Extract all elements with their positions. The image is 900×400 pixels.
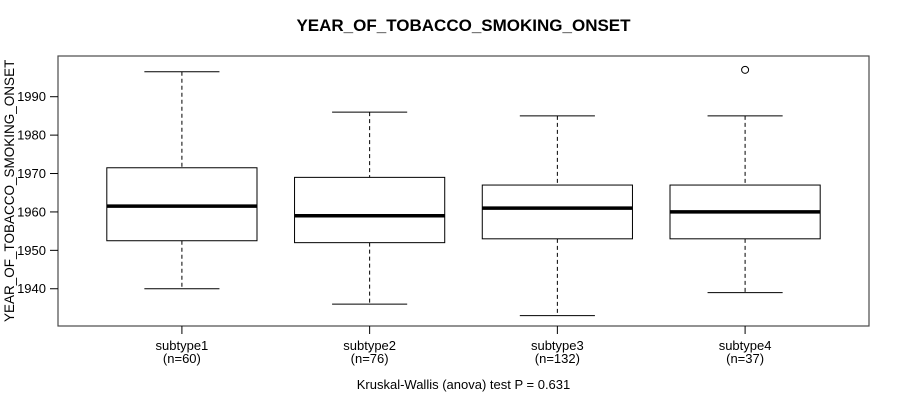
y-axis-tick-label: 1950	[17, 243, 46, 258]
x-category-label: subtype3	[531, 338, 584, 353]
chart-title: YEAR_OF_TOBACCO_SMOKING_ONSET	[296, 16, 631, 35]
plot-frame	[57, 55, 870, 327]
y-axis-tick-label: 1990	[17, 89, 46, 104]
iqr-box	[481, 184, 633, 240]
iqr-box	[294, 176, 446, 244]
y-axis-tick-label: 1940	[17, 281, 46, 296]
x-category-label: subtype2	[343, 338, 396, 353]
x-category-label: subtype4	[719, 338, 772, 353]
x-count-label: (n=132)	[535, 351, 580, 366]
iqr-box	[106, 167, 258, 242]
stat-test-annotation: Kruskal-Wallis (anova) test P = 0.631	[356, 377, 571, 392]
y-axis-tick-label: 1970	[17, 166, 46, 181]
y-axis-tick-label: 1960	[17, 204, 46, 219]
outlier-point	[741, 65, 750, 74]
y-axis-tick-label: 1980	[17, 128, 46, 143]
x-count-label: (n=76)	[351, 351, 389, 366]
x-category-label: subtype1	[156, 338, 209, 353]
x-count-label: (n=60)	[163, 351, 201, 366]
x-count-label: (n=37)	[726, 351, 764, 366]
